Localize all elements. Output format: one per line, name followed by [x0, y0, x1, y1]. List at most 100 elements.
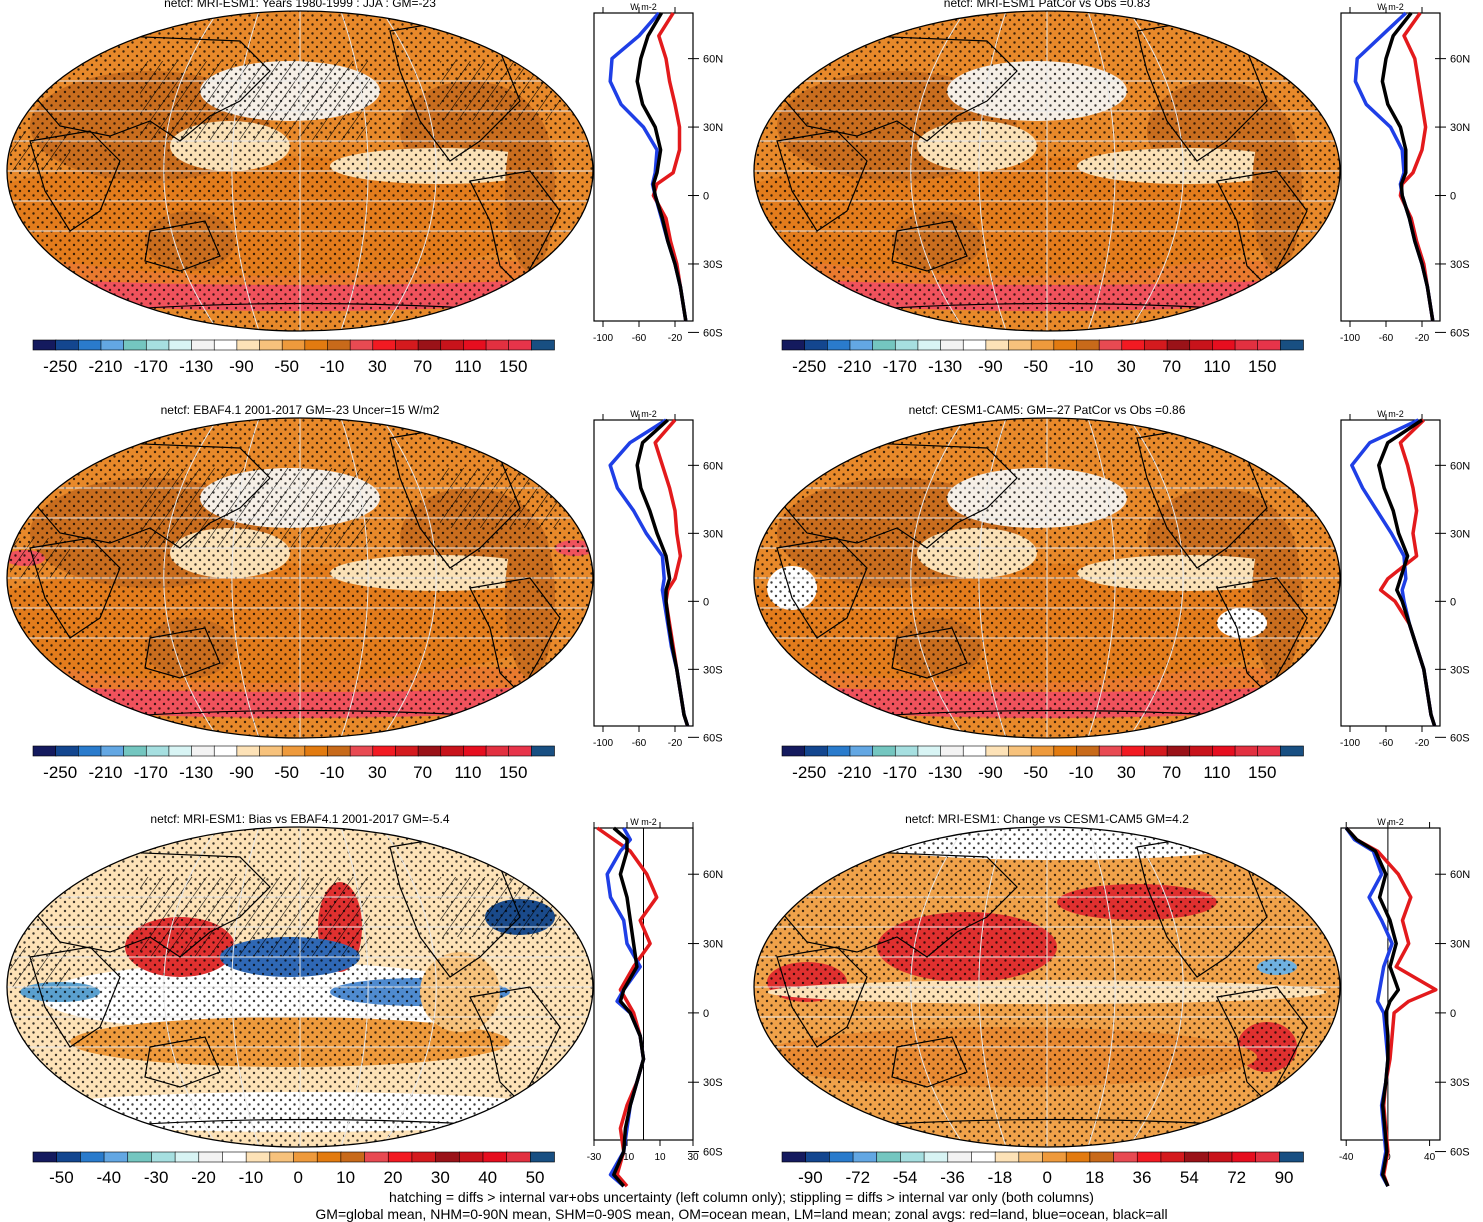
colorbar-swatch: [894, 339, 919, 351]
longitude-gridline: [1087, 11, 1116, 331]
coastline-1: [29, 537, 121, 639]
colorbar-swatch: [985, 745, 1010, 757]
colorbar-swatch: [506, 1151, 532, 1163]
colorbar-swatch: [805, 1151, 831, 1163]
colorbar-label: -170: [883, 357, 917, 376]
colorbar-swatch: [531, 745, 555, 757]
longitude-gridline: [978, 418, 1007, 738]
colorbar-swatch: [917, 745, 942, 757]
panel-title: netcf: MRI-ESM1 PatCor vs Obs =0.83: [944, 0, 1151, 10]
colorbar-label: -170: [134, 357, 168, 376]
zonal-mean-plot: 60N 30N 0 30S 60S -100 -60 -20 W m-2: [1340, 409, 1470, 749]
coastline-0: [776, 851, 1018, 958]
colorbar-swatch: [198, 1151, 224, 1163]
colorbar-swatch: [78, 745, 102, 757]
colorbar-label: 30: [368, 763, 387, 782]
colorbar-swatch: [482, 1151, 508, 1163]
colorbar: -250 -210 -170 -130 -90 -50 -10 30 70 110 150: [781, 339, 1304, 376]
coastline-1: [29, 130, 121, 232]
zonal-mean-plot: 60N 30N 0 30S 60S -100 -60 -20 W m-2: [593, 2, 723, 344]
hatching-overlay: [140, 468, 370, 548]
coastline-1: [29, 946, 121, 1048]
colorbar-swatch: [213, 745, 238, 757]
coastline-6: [1246, 427, 1288, 459]
colorbar-label: 110: [454, 357, 481, 376]
colorbar-swatch: [1030, 339, 1055, 351]
colorbar-label: 150: [499, 763, 527, 782]
colorbar-swatch: [804, 339, 829, 351]
longitude-gridline: [1128, 11, 1184, 331]
colorbar-swatch: [100, 339, 125, 351]
hatching-overlay: [10, 947, 70, 987]
colorbar-label: -10: [320, 763, 345, 782]
colorbar-label: 30: [1117, 763, 1136, 782]
colorbar-swatch: [962, 745, 987, 757]
zonal-units-label: W m-2: [630, 2, 657, 12]
colorbar-swatch: [849, 745, 874, 757]
colorbar-swatch: [281, 339, 306, 351]
coastline-2: [144, 1036, 221, 1088]
zonal-line-all: [1377, 418, 1437, 727]
coastline-2: [891, 1036, 968, 1088]
footer-note-hatching: hatching = diffs > internal var+obs unce…: [389, 1189, 1094, 1205]
zonal-line-land: [596, 826, 659, 1188]
colorbar-swatch: [827, 339, 851, 351]
panel-2: netcf: MRI-ESM1 PatCor vs Obs =0.83 -250-…: [753, 0, 1470, 376]
colorbar-label: -50: [49, 1168, 74, 1187]
colorbar-label: 30: [368, 357, 387, 376]
coastline-2: [144, 627, 221, 679]
longitude-gridline: [381, 11, 437, 331]
map-border: [6, 826, 594, 1148]
longitude-gridline: [163, 827, 219, 1147]
colorbar-label: -90: [978, 763, 1003, 782]
map-field: [7, 827, 593, 1147]
longitude-gridline: [1128, 418, 1184, 738]
colorbar-label: 110: [1203, 763, 1230, 782]
colorbar-swatch: [985, 339, 1010, 351]
zonal-line-land: [1344, 826, 1438, 1187]
colorbar-label: -50: [1023, 763, 1048, 782]
colorbar-swatch: [145, 745, 170, 757]
colorbar-swatch: [876, 1151, 902, 1163]
colorbar-swatch: [55, 745, 80, 757]
colorbar-swatch: [1257, 339, 1282, 351]
colorbar-swatch: [417, 339, 442, 351]
panel-4: netcf: CESM1-CAM5: GM=-27 PatCor vs Obs …: [753, 403, 1470, 782]
colorbar-swatch: [123, 745, 148, 757]
zonal-xtick-label: 10: [654, 1152, 666, 1163]
colorbar-swatch: [1189, 745, 1214, 757]
longitude-gridline: [910, 11, 966, 331]
coastline-4: [1216, 170, 1308, 287]
colorbar-swatch: [1231, 1151, 1257, 1163]
colorbar-swatch: [1184, 1151, 1210, 1163]
hatching-overlay: [10, 131, 70, 171]
zonal-ytick-label: 60S: [1450, 732, 1470, 744]
coastline-0: [29, 442, 271, 549]
colorbar-label: -90: [229, 763, 254, 782]
map-field: [754, 418, 1340, 738]
colorbar-swatch: [894, 745, 919, 757]
colorbar-label: 10: [336, 1168, 355, 1187]
colorbar-label: 72: [1227, 1168, 1246, 1187]
colorbar-swatch: [463, 745, 487, 757]
colorbar-swatch: [1065, 1151, 1091, 1163]
colorbar-swatch: [127, 1151, 153, 1163]
colorbar-swatch: [417, 745, 442, 757]
zonal-ytick-label: 0: [703, 1008, 709, 1020]
footer-note-legend: GM=global mean, NHM=0-90N mean, SHM=0-90…: [315, 1206, 1168, 1222]
longitude-gridline: [381, 827, 437, 1147]
colorbar-swatch: [994, 1151, 1020, 1163]
zonal-ytick-label: 30S: [703, 664, 723, 676]
colorbar-label: 54: [1180, 1168, 1199, 1187]
colorbar-swatch: [872, 745, 897, 757]
colorbar-swatch: [485, 745, 510, 757]
colorbar-swatch: [781, 1151, 807, 1163]
colorbar-swatch: [530, 1151, 555, 1163]
colorbar-label: -250: [43, 357, 77, 376]
zonal-xtick-label: -100: [1340, 738, 1360, 749]
colorbar-label: 110: [1203, 357, 1230, 376]
colorbar-label: 70: [413, 357, 432, 376]
zonal-ytick-label: 60S: [703, 1147, 723, 1159]
colorbar-swatch: [1212, 339, 1236, 351]
